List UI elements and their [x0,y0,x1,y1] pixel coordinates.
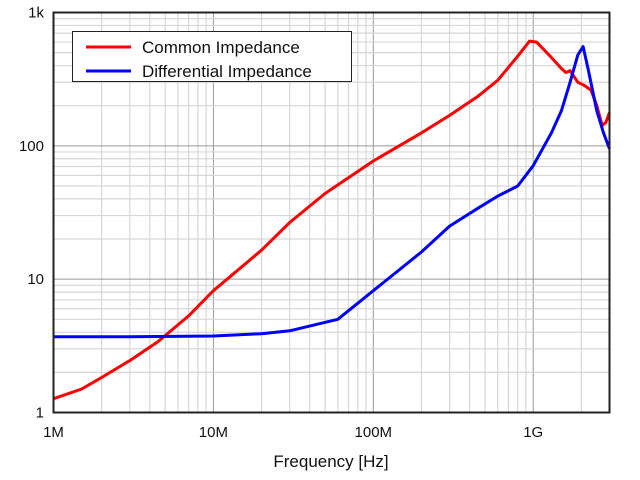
y-tick-label: 100 [19,138,44,155]
x-tick-label: 10M [199,424,228,441]
y-tick-label: 10 [27,271,44,288]
x-tick-label: 1G [523,424,543,441]
legend-box [72,31,352,82]
y-tick-label: 1k [28,5,44,22]
series-lines [53,39,611,401]
legend-label-differential: Differential Impedance [142,62,312,81]
y-tick-labels: 1 10 100 1k [19,5,45,422]
x-tick-labels: 1M 10M 100M 1G [43,424,543,441]
series-line-1 [53,45,611,339]
series-line-0 [53,39,611,401]
y-tick-label: 1 [36,405,44,422]
x-tick-label: 1M [43,424,64,441]
legend: Common Impedance Differential Impedance [72,31,352,82]
x-axis-label: Frequency [Hz] [273,452,388,471]
legend-label-common: Common Impedance [142,38,300,57]
plot-frame [52,11,611,414]
x-tick-label: 100M [355,424,393,441]
